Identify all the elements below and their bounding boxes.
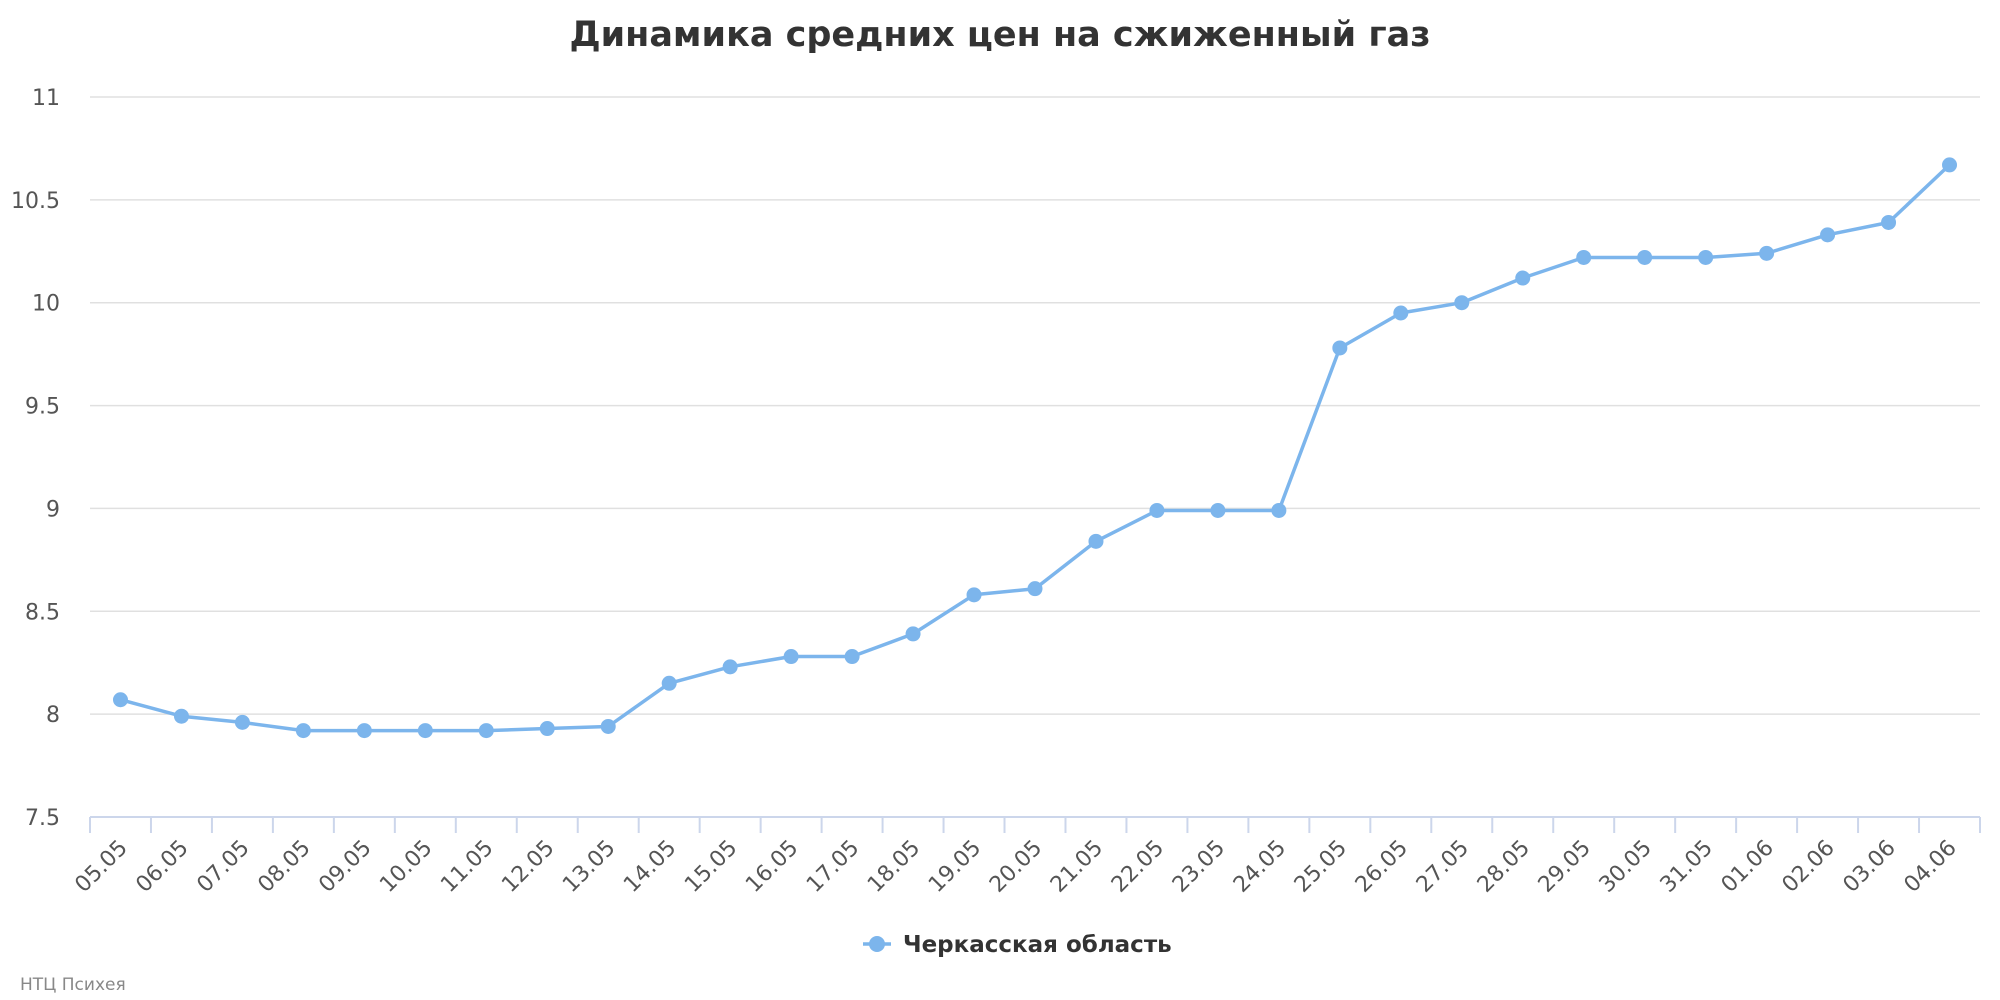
x-tick-label: 09.05	[314, 836, 376, 898]
x-tick-label: 14.05	[619, 836, 681, 898]
y-tick-label: 8	[46, 703, 60, 728]
data-point-02.06[interactable]	[1820, 227, 1836, 243]
x-tick-label: 02.06	[1778, 836, 1840, 898]
data-point-16.05[interactable]	[783, 649, 799, 665]
series-line-0	[118, 163, 1952, 733]
y-tick-label: 7.5	[25, 806, 60, 831]
data-point-11.05[interactable]	[478, 723, 494, 739]
data-point-18.05[interactable]	[905, 626, 921, 642]
x-tick-label: 25.05	[1290, 836, 1352, 898]
y-axis: 7.5 8 8.5 9 9.5 10 10.5 11	[11, 86, 60, 831]
legend-marker-icon	[869, 936, 885, 952]
data-point-28.05[interactable]	[1515, 270, 1531, 286]
data-point-23.05[interactable]	[1210, 502, 1226, 518]
x-tick-label: 30.05	[1595, 836, 1657, 898]
x-tick-label: 13.05	[558, 836, 620, 898]
data-point-29.05[interactable]	[1576, 249, 1592, 265]
x-tick-label: 12.05	[497, 836, 559, 898]
x-tick-label: 29.05	[1534, 836, 1596, 898]
x-tick-label: 10.05	[375, 836, 437, 898]
data-point-06.05[interactable]	[173, 708, 189, 724]
x-tick-label: 06.05	[131, 836, 193, 898]
data-point-14.05[interactable]	[661, 675, 677, 691]
data-point-24.05[interactable]	[1271, 502, 1287, 518]
data-point-31.05[interactable]	[1698, 249, 1714, 265]
x-axis: 05.0506.0507.0508.0509.0510.0511.0512.05…	[71, 816, 1981, 898]
data-point-19.05[interactable]	[966, 587, 982, 603]
x-tick-label: 03.06	[1839, 836, 1901, 898]
x-tick-label: 08.05	[253, 836, 315, 898]
series-layer	[112, 157, 1958, 739]
x-tick-label: 26.05	[1351, 836, 1413, 898]
chart-credit[interactable]: НТЦ Психея	[20, 975, 126, 995]
data-point-03.06[interactable]	[1881, 214, 1897, 230]
x-tick-label: 07.05	[192, 836, 254, 898]
data-point-25.05[interactable]	[1332, 340, 1348, 356]
data-point-01.06[interactable]	[1759, 245, 1775, 261]
chart-title: Динамика средних цен на сжиженный газ	[569, 15, 1430, 55]
data-point-17.05[interactable]	[844, 649, 860, 665]
grid-lines	[90, 96, 1980, 715]
legend[interactable]: Черкасская область	[863, 932, 1172, 958]
data-point-10.05[interactable]	[417, 723, 433, 739]
x-tick-label: 24.05	[1229, 836, 1291, 898]
x-tick-label: 15.05	[680, 836, 742, 898]
x-tick-label: 01.06	[1717, 836, 1779, 898]
data-point-13.05[interactable]	[600, 718, 616, 734]
x-tick-label: 19.05	[924, 836, 986, 898]
data-point-05.05[interactable]	[112, 692, 128, 708]
x-tick-label: 21.05	[1046, 836, 1108, 898]
x-tick-label: 20.05	[985, 836, 1047, 898]
y-tick-label: 9	[46, 497, 60, 522]
x-tick-label: 23.05	[1168, 836, 1230, 898]
y-tick-label: 9.5	[25, 395, 60, 420]
x-tick-label: 05.05	[71, 836, 133, 898]
data-point-27.05[interactable]	[1454, 295, 1470, 311]
data-point-22.05[interactable]	[1149, 502, 1165, 518]
data-point-26.05[interactable]	[1393, 305, 1409, 321]
x-tick-label: 17.05	[802, 836, 864, 898]
data-point-30.05[interactable]	[1637, 249, 1653, 265]
data-point-12.05[interactable]	[539, 721, 555, 737]
x-tick-label: 31.05	[1656, 836, 1718, 898]
x-tick-label: 27.05	[1412, 836, 1474, 898]
data-point-07.05[interactable]	[234, 714, 250, 730]
data-point-09.05[interactable]	[356, 723, 372, 739]
legend-item-label[interactable]: Черкасская область	[903, 932, 1172, 958]
data-point-21.05[interactable]	[1088, 533, 1104, 549]
data-point-20.05[interactable]	[1027, 581, 1043, 597]
data-point-15.05[interactable]	[722, 659, 738, 675]
x-tick-label: 16.05	[741, 836, 803, 898]
y-tick-label: 8.5	[25, 600, 60, 625]
x-tick-label: 04.06	[1900, 836, 1962, 898]
x-tick-label: 28.05	[1473, 836, 1535, 898]
x-tick-label: 22.05	[1107, 836, 1169, 898]
x-tick-label: 18.05	[863, 836, 925, 898]
y-tick-label: 10	[32, 292, 60, 317]
data-point-08.05[interactable]	[295, 723, 311, 739]
y-tick-label: 11	[32, 86, 60, 111]
y-tick-label: 10.5	[11, 189, 60, 214]
data-point-04.06[interactable]	[1942, 157, 1958, 173]
x-tick-label: 11.05	[436, 836, 498, 898]
